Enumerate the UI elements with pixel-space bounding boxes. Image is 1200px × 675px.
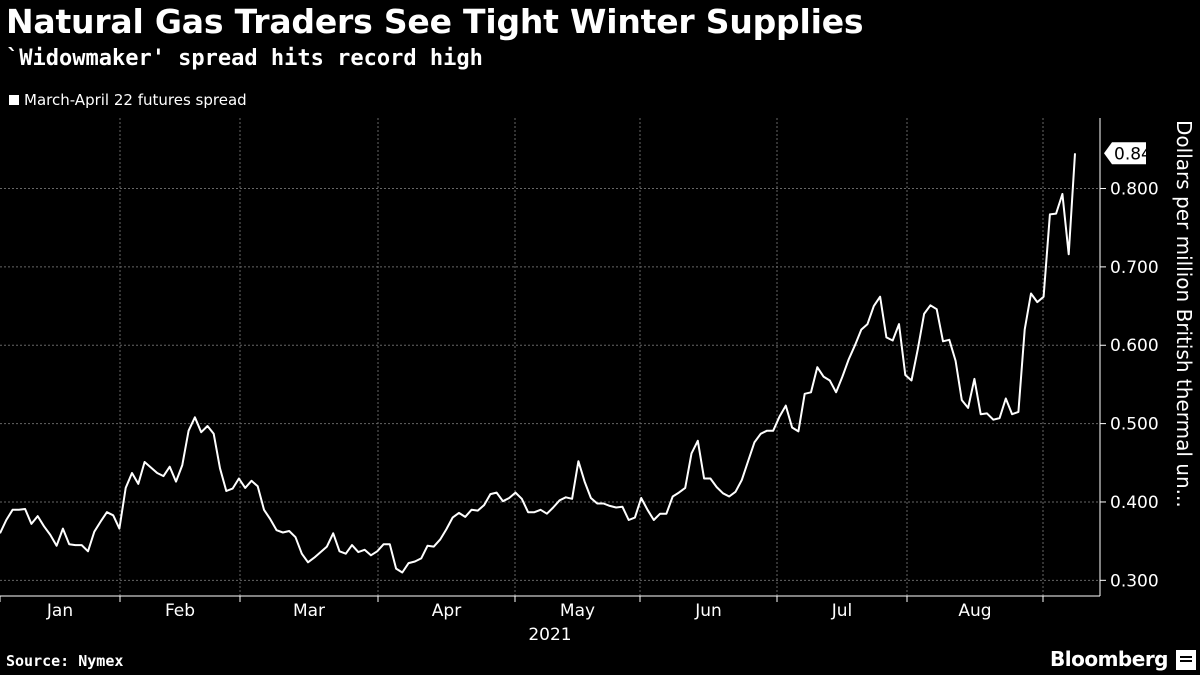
y-tick-label: 0.800 [1110,180,1159,200]
y-tick-label: 0.600 [1110,336,1159,356]
x-tick-label: Jun [694,601,722,621]
y-tick-label: 0.400 [1110,493,1159,513]
source-note: Source: Nymex [6,652,124,670]
x-tick-label: Apr [432,601,461,621]
legend-label: March-April 22 futures spread [24,91,247,109]
last-value-badge [1104,142,1146,165]
x-tick-label: Jan [46,601,73,621]
x-tick-label: May [560,601,595,621]
x-tick-label: Jul [831,601,853,621]
legend-swatch [9,95,19,105]
x-tick-label: Aug [958,601,991,621]
y-tick-label: 0.500 [1110,415,1159,435]
x-tick-label: Mar [293,601,325,621]
y-tick-label: 0.300 [1110,571,1159,591]
x-year-label: 2021 [528,625,571,645]
y-axis-label-container: Dollars per million British thermal un..… [1172,120,1200,595]
y-axis-label: Dollars per million British thermal un..… [1172,120,1196,508]
chart-subtitle: `Widowmaker' spread hits record high [6,46,483,71]
series-line [0,153,1076,574]
bloomberg-terminal-icon [1176,650,1196,670]
x-tick-label: Feb [165,601,195,621]
brand-logo-text: Bloomberg [1050,647,1168,671]
last-value-label: 0.845 [1114,144,1163,164]
y-tick-label: 0.700 [1110,258,1159,278]
chart-title: Natural Gas Traders See Tight Winter Sup… [6,2,864,41]
legend: March-April 22 futures spread [9,91,247,109]
